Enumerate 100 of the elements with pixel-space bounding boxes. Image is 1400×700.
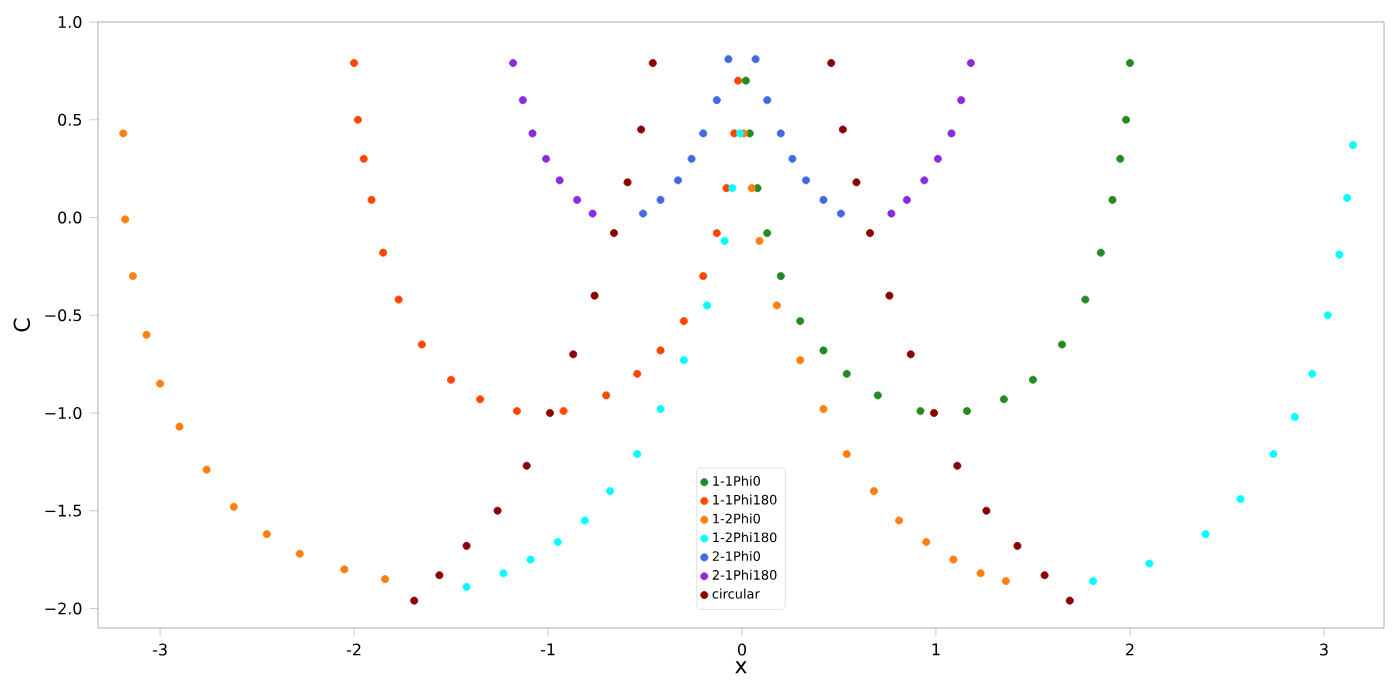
point <box>957 96 966 105</box>
point <box>1343 193 1352 202</box>
point <box>712 96 721 105</box>
point <box>802 176 810 185</box>
point <box>724 55 733 64</box>
point <box>1145 559 1154 568</box>
point <box>379 248 388 257</box>
point <box>920 176 929 185</box>
point <box>493 506 502 515</box>
x-axis-title: x <box>735 661 747 674</box>
point <box>623 178 632 187</box>
point <box>747 184 756 193</box>
point <box>353 115 362 124</box>
point <box>819 346 828 355</box>
point <box>1089 577 1098 586</box>
point <box>462 582 471 591</box>
point <box>679 317 688 326</box>
point <box>526 555 535 564</box>
point <box>895 516 904 525</box>
point <box>462 541 471 550</box>
point <box>699 129 708 138</box>
point <box>156 379 165 388</box>
point <box>753 184 762 193</box>
point <box>606 487 615 496</box>
point <box>1308 369 1317 378</box>
point <box>410 596 419 605</box>
point <box>381 575 390 584</box>
point <box>202 465 211 474</box>
point <box>720 236 729 245</box>
point <box>367 195 376 204</box>
point <box>633 450 642 458</box>
point <box>1001 577 1010 586</box>
point <box>262 530 271 539</box>
point <box>679 356 688 365</box>
point <box>745 129 754 138</box>
point <box>906 350 915 359</box>
point <box>1125 59 1134 68</box>
point <box>559 407 568 415</box>
point <box>229 502 238 511</box>
point <box>1201 530 1210 539</box>
point <box>656 346 665 355</box>
point <box>522 461 531 470</box>
point <box>763 96 772 105</box>
point <box>703 301 712 310</box>
point <box>922 538 931 546</box>
point <box>1116 154 1125 163</box>
point <box>1290 412 1299 421</box>
point <box>555 176 564 185</box>
point <box>447 375 456 384</box>
point <box>776 272 785 281</box>
point <box>580 516 589 525</box>
point <box>887 209 896 218</box>
point <box>553 538 562 546</box>
point <box>142 330 151 339</box>
point <box>852 178 861 187</box>
point <box>999 395 1008 404</box>
point <box>1081 295 1090 304</box>
point <box>796 317 805 326</box>
point <box>1349 141 1357 150</box>
point <box>394 295 403 304</box>
point <box>499 569 508 578</box>
point <box>838 125 847 134</box>
point <box>776 129 785 138</box>
point <box>819 405 828 414</box>
point <box>953 461 962 470</box>
point <box>873 391 882 400</box>
point <box>1058 340 1067 349</box>
point <box>633 369 642 378</box>
point <box>295 549 304 558</box>
point <box>359 154 368 163</box>
point <box>119 129 128 138</box>
point <box>639 209 648 218</box>
point <box>734 76 743 85</box>
point <box>728 184 737 193</box>
point <box>128 272 137 281</box>
point <box>788 154 797 163</box>
point <box>648 59 657 68</box>
point <box>518 96 527 105</box>
point <box>827 59 836 68</box>
point <box>674 176 682 185</box>
point <box>1065 596 1074 605</box>
point <box>741 76 750 85</box>
point <box>842 450 851 458</box>
point <box>513 407 521 415</box>
point <box>340 565 349 574</box>
point <box>545 408 554 417</box>
point <box>509 59 518 68</box>
point <box>435 571 444 580</box>
point <box>609 229 618 238</box>
point <box>751 55 760 64</box>
point <box>588 209 597 218</box>
point <box>763 229 772 238</box>
point <box>656 195 665 204</box>
point <box>976 569 985 578</box>
point <box>175 422 184 431</box>
point <box>722 184 731 193</box>
point <box>1236 494 1245 503</box>
point <box>916 407 925 415</box>
point <box>573 195 582 204</box>
point <box>836 209 845 218</box>
